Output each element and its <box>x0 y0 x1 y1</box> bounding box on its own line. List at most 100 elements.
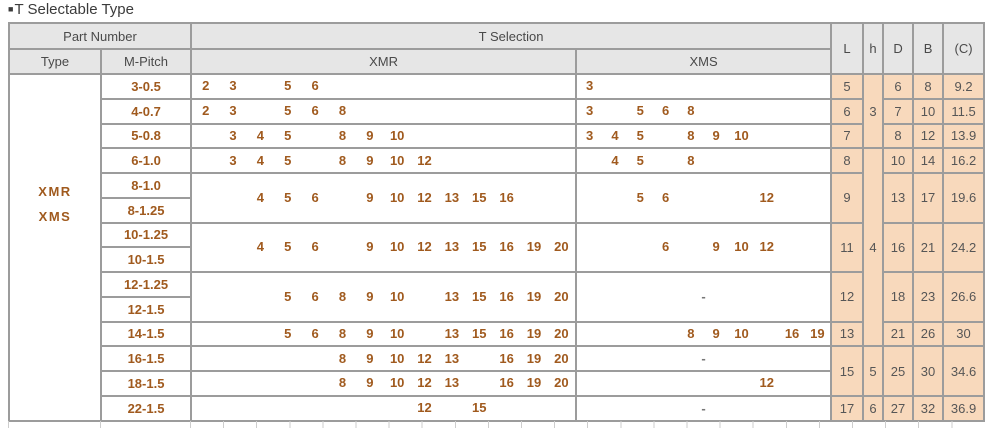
t-value: 10 <box>389 152 405 168</box>
xmr-values-cell: 5 6 8 9 10 13 15 16 19 20 <box>190 320 578 348</box>
dim-L-cell: 9 <box>830 172 865 224</box>
t-value: 16 <box>499 325 514 341</box>
t-value: 3 <box>229 103 237 119</box>
header-t-selection: T Selection <box>190 22 833 50</box>
t-value: 9 <box>712 325 720 341</box>
xmr-slot-grid: 5 6 8 9 10 13 15 16 19 20 <box>193 325 574 341</box>
dim-D-cell: 21 <box>882 320 915 348</box>
xmr-values-cell: 2 3 5 6 <box>190 73 578 100</box>
type-cell: XMR XMS <box>8 73 102 422</box>
table-row: 8-1.25 <box>9 196 984 224</box>
m-pitch-cell: 5-0.8 <box>99 122 193 150</box>
t-value: 5 <box>636 189 644 205</box>
table-row: 10-1.25 4 5 6 9 10 12 13 15 16 19 20 6 9 10 12 11 16 21 24.… <box>9 221 986 273</box>
t-value: 8 <box>338 375 347 391</box>
xms-slot-grid: 6 9 10 12 <box>578 239 829 255</box>
t-value: 19 <box>526 375 542 391</box>
t-value: 19 <box>526 239 542 255</box>
dim-D-cell: 13 <box>882 172 915 224</box>
t-value: 12 <box>417 400 432 416</box>
type-label: XMS <box>38 209 72 224</box>
xms-values-cell: - <box>575 271 833 323</box>
t-value: 15 <box>472 288 487 304</box>
t-value: 5 <box>636 103 644 119</box>
t-value: 16 <box>499 189 514 205</box>
dim-B-cell: 21 <box>912 221 945 273</box>
dim-L-cell: 13 <box>830 320 865 348</box>
header-h: h <box>862 22 885 75</box>
t-value: 9 <box>366 239 374 255</box>
t-value: 15 <box>472 239 487 255</box>
m-pitch-cell: 10-1.5 <box>99 246 193 273</box>
xms-values-cell: 6 9 10 12 <box>575 221 833 273</box>
table-bottom-tick <box>100 421 101 428</box>
t-value: 16 <box>499 239 514 255</box>
t-value: 9 <box>366 325 374 341</box>
dim-B-cell: 17 <box>912 172 945 224</box>
t-value: 12 <box>759 239 774 255</box>
header-xmr: XMR <box>190 48 578 75</box>
dim-B-cell: 32 <box>912 394 945 422</box>
t-value: 6 <box>661 103 670 119</box>
t-value: 8 <box>338 127 347 143</box>
t-value: 13 <box>444 375 460 391</box>
xmr-slot-grid: 12 15 <box>193 400 574 416</box>
xms-values-cell: 4 5 8 <box>575 147 833 174</box>
table-row: 5-0.8 3 4 5 8 9 10 3 4 5 8 9 10 7 8 12 13.9 <box>9 122 986 150</box>
t-value: 20 <box>554 239 569 255</box>
t-value: 5 <box>284 152 292 168</box>
t-value: 20 <box>554 375 569 391</box>
xmr-values-cell: 4 5 6 9 10 12 13 15 16 <box>190 172 578 224</box>
dim-C-cell: 9.2 <box>942 73 986 100</box>
xms-slot-grid: 8 9 10 16 19 <box>578 325 829 341</box>
dim-B-cell: 26 <box>912 320 945 348</box>
t-value: 20 <box>554 288 569 304</box>
xmr-slot-grid: 8 9 10 12 13 16 19 20 <box>193 350 574 366</box>
xmr-slot-grid: 3 4 5 8 9 10 12 <box>193 152 574 168</box>
dim-C-cell: 36.9 <box>942 394 986 422</box>
header-B: B <box>912 22 945 75</box>
t-value: 8 <box>338 288 347 304</box>
xms-values-cell: 3 <box>575 73 833 100</box>
t-value: 8 <box>338 350 347 366</box>
t-value: 13 <box>444 325 460 341</box>
t-value: 6 <box>661 189 670 205</box>
t-value: 3 <box>229 78 237 94</box>
header-type: Type <box>8 48 102 75</box>
t-value: 9 <box>366 375 374 391</box>
t-value: 15 <box>472 189 487 205</box>
xmr-slot-grid: 2 3 5 6 <box>193 78 574 94</box>
dim-L-cell: 17 <box>830 394 865 422</box>
t-value: 5 <box>284 103 292 119</box>
section-title-text: T Selectable Type <box>14 1 134 18</box>
t-value: 6 <box>311 239 319 255</box>
t-value: 4 <box>256 152 265 168</box>
t-value: 4 <box>611 152 619 168</box>
xms-values-cell: - <box>575 345 833 372</box>
xms-slot-grid: 12 <box>578 376 829 390</box>
m-pitch-cell: 8-1.25 <box>99 196 193 224</box>
header-xms: XMS <box>575 48 833 75</box>
m-pitch-cell: 12-1.5 <box>99 295 193 323</box>
dim-D-cell: 7 <box>882 97 915 125</box>
m-pitch-cell: 16-1.5 <box>99 345 193 372</box>
dim-h-cell: 5 <box>862 345 885 397</box>
t-value: 8 <box>687 152 695 168</box>
t-value: 12 <box>417 375 432 391</box>
t-value: 16 <box>499 350 514 366</box>
dim-C-cell: 34.6 <box>942 345 986 397</box>
dim-h-cell: 3 <box>862 72 885 150</box>
t-value: 10 <box>389 375 405 391</box>
t-value: 9 <box>366 189 374 205</box>
m-pitch-cell: 10-1.25 <box>99 221 193 249</box>
t-value: 5 <box>636 127 644 143</box>
table-row: XMR XMS 3-0.5 2 3 5 6 3 5 3 6 8 9.2 <box>8 72 986 422</box>
table-row: 12-1.25 5 6 8 9 10 13 15 16 19 20-12 18 23 26.6 <box>9 271 986 323</box>
m-pitch-cell: 22-1.5 <box>99 394 193 422</box>
xms-slot-grid: 3 <box>578 79 829 93</box>
t-value: 2 <box>202 103 210 119</box>
dim-D-cell: 27 <box>882 394 915 422</box>
xmr-values-cell: 12 15 <box>190 394 578 422</box>
xms-slot-grid: 4 5 8 <box>578 152 829 168</box>
t-value: 4 <box>611 127 619 143</box>
